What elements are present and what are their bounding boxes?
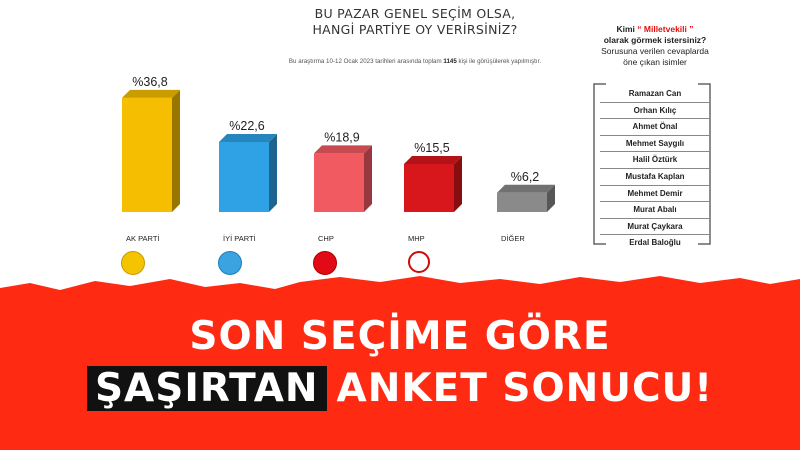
names-list-item: Murat Çaykara — [600, 219, 710, 236]
subtitle-pre: Bu araştırma 10-12 Ocak 2023 tarihleri a… — [288, 58, 442, 65]
names-list-item: Mehmet Saygılı — [600, 136, 710, 153]
chp-logo-icon — [313, 251, 337, 275]
names-list-item: Mehmet Demir — [600, 186, 710, 203]
bars-layer: %36,8 AK PARTİ %22,6 İYİ PARTİ %18,9 CHP %15,5… — [122, 75, 555, 243]
category-label: MHP — [408, 234, 425, 243]
category-label: CHP — [318, 234, 334, 243]
bar-top — [404, 155, 462, 164]
names-list-item: Ahmet Önal — [600, 119, 710, 136]
value-label: %18,9 — [324, 130, 359, 144]
names-list-item: Erdal Baloğlu — [629, 238, 681, 248]
headline-line-2: ŞAŞIRTAN ANKET SONUCU! — [0, 364, 800, 414]
bar-side — [172, 89, 180, 212]
names-list-item: Ramazan Can — [600, 86, 710, 103]
side-question-line-4: öne çıkan isimler — [623, 57, 687, 67]
names-brackets — [593, 83, 711, 245]
names-list-item: Murat Abalı — [600, 202, 710, 219]
bar-side — [547, 184, 555, 212]
bar-top — [122, 89, 180, 98]
side-question-line-3: Sorusuna verilen cevaplarda — [601, 46, 709, 56]
value-label: %6,2 — [511, 170, 540, 184]
bar-side — [269, 133, 277, 212]
bar-side — [454, 155, 462, 212]
akp-logo-icon — [121, 251, 145, 275]
category-label: AK PARTİ — [126, 234, 159, 243]
side-question-kimi: Kimi — [616, 24, 635, 34]
names-list-item: Orhan Kılıç — [600, 103, 710, 120]
side-question-line-2: olarak görmek istersiniz? — [603, 35, 707, 45]
value-label: %22,6 — [229, 119, 264, 133]
bar-top — [497, 184, 555, 193]
chart-title: BU PAZAR GENEL SEÇİM OLSA, HANGİ PARTİYE… — [250, 6, 580, 38]
subtitle-post: kişi ile görüşülerek yapılmıştır. — [458, 58, 542, 65]
chart-title-line-2: HANGİ PARTİYE OY VERİRSİNİZ? — [312, 22, 518, 37]
names-list-item: Mustafa Kaplan — [600, 169, 710, 186]
value-label: %36,8 — [132, 75, 167, 89]
category-label: DİĞER — [501, 234, 525, 243]
names-list: Ramazan Can Orhan Kılıç Ahmet Önal Mehme… — [600, 86, 710, 251]
headline-highlight: ŞAŞIRTAN — [86, 366, 327, 411]
red-banner — [0, 276, 800, 450]
value-label: %15,5 — [414, 141, 449, 155]
bar — [497, 192, 547, 212]
bar — [404, 163, 454, 212]
bar — [314, 153, 364, 212]
names-list-item: Halil Öztürk — [600, 152, 710, 169]
chart-subtitle: Bu araştırma 10-12 Ocak 2023 tarihleri a… — [250, 58, 580, 65]
chart-title-line-1: BU PAZAR GENEL SEÇİM OLSA, — [314, 6, 516, 21]
iyi-parti-logo-icon — [218, 251, 242, 275]
side-question-milletvekili: “ Milletvekili ” — [637, 24, 694, 34]
bar-top — [314, 145, 372, 154]
side-question: Kimi “ Milletvekili ” olarak görmek iste… — [580, 24, 730, 68]
bar-side — [364, 145, 372, 212]
subtitle-number: 1145 — [443, 58, 457, 65]
bar — [122, 97, 172, 212]
category-label: İYİ PARTİ — [223, 234, 256, 243]
headline-line-1: SON SEÇİME GÖRE — [189, 314, 611, 359]
mhp-logo-icon — [408, 251, 430, 273]
bar — [219, 141, 269, 212]
headline-rest: ANKET SONUCU! — [336, 366, 714, 411]
bar-top — [219, 133, 277, 142]
